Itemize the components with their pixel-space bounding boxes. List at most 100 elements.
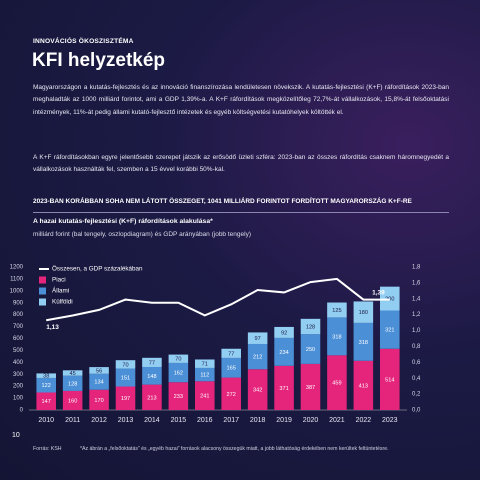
y2-tick-label: 0,0 xyxy=(412,408,421,414)
bar-segment xyxy=(89,389,109,410)
paragraph: A K+F ráfordításokban egyre jelentősebb … xyxy=(33,154,449,174)
x-tick-label: 2021 xyxy=(329,417,345,424)
y-tick-label: 500 xyxy=(13,348,24,354)
data-label: 128 xyxy=(306,324,315,330)
y2-tick-label: 1,8 xyxy=(412,265,421,271)
footnote: *Az ábrán a „felsőoktatás” és „egyéb haz… xyxy=(80,446,389,452)
legend-label: Külföldi xyxy=(52,299,73,306)
bar-segment xyxy=(115,386,136,410)
data-label: 38 xyxy=(43,374,49,380)
bar-segment xyxy=(195,381,215,410)
y-tick-label: 1000 xyxy=(10,288,24,294)
y2-tick-label: 0,2 xyxy=(412,392,421,398)
bar-segment xyxy=(36,373,56,378)
data-label: 371 xyxy=(279,386,288,392)
bar-segment xyxy=(247,369,268,410)
legend-swatch xyxy=(39,287,46,295)
data-label: 318 xyxy=(332,334,341,340)
data-label: 162 xyxy=(174,371,183,377)
section-label: INNOVÁCIÓS ÖKOSZISZTÉMA xyxy=(33,38,134,45)
legend-label: Piaci xyxy=(52,277,66,284)
y-tick-label: 200 xyxy=(13,384,24,390)
data-label: 514 xyxy=(385,377,394,383)
y2-tick-label: 1,6 xyxy=(412,280,421,286)
bar-segment xyxy=(115,368,136,387)
y-tick-label: 900 xyxy=(13,300,24,306)
line-label: 1,13 xyxy=(46,324,59,331)
y2-tick-label: 1,0 xyxy=(412,328,421,334)
legend-swatch xyxy=(39,298,46,306)
x-tick-label: 2019 xyxy=(276,417,292,424)
data-label: 165 xyxy=(227,366,236,372)
x-tick-label: 2016 xyxy=(197,417,213,424)
data-label: 234 xyxy=(279,350,288,356)
bar-segment xyxy=(221,348,241,358)
bar-segment xyxy=(274,365,294,410)
y2-tick-label: 0,4 xyxy=(412,376,421,382)
data-label: 134 xyxy=(94,380,103,386)
page-title: KFI helyzetkép xyxy=(32,50,166,71)
y2-tick-label: 0,8 xyxy=(412,344,421,350)
chart-subtitle: milliárd forint (bal tengely, oszlopdiag… xyxy=(33,231,251,238)
data-label: 342 xyxy=(253,388,262,394)
x-tick-label: 2014 xyxy=(144,417,160,424)
x-tick-label: 2023 xyxy=(382,417,398,424)
section-heading: 2023-BAN KORÁBBAN SOHA NEM LÁTOTT ÖSSZEG… xyxy=(33,198,412,205)
bar-segment xyxy=(168,382,189,410)
bar-segment xyxy=(89,373,109,390)
x-tick-label: 2010 xyxy=(38,417,54,424)
x-tick-label: 2018 xyxy=(250,417,266,424)
line xyxy=(46,277,390,322)
legend-label: Összesen, a GDP százalékában xyxy=(52,265,143,273)
paragraph: Magyarországon a kutatás-fejlesztés és a… xyxy=(33,84,449,116)
y-tick-label: 700 xyxy=(13,324,24,330)
data-label: 170 xyxy=(94,398,103,404)
x-tick-label: 2012 xyxy=(91,417,107,424)
data-label: 70 xyxy=(175,357,181,363)
bar-segment xyxy=(36,377,56,393)
x-tick-label: 2013 xyxy=(118,417,134,424)
bar-segment xyxy=(142,357,162,367)
data-label: 151 xyxy=(121,376,130,382)
divider xyxy=(33,212,449,213)
data-label: 213 xyxy=(147,395,156,401)
data-label: 387 xyxy=(306,385,315,391)
legend-label: Állami xyxy=(52,286,69,295)
y-tick-label: 1100 xyxy=(10,276,24,282)
data-label: 318 xyxy=(359,340,368,346)
data-label: 272 xyxy=(227,392,236,398)
y-tick-label: 600 xyxy=(13,336,24,342)
bar-segment xyxy=(274,326,294,338)
bar-segment xyxy=(247,343,268,370)
page-number: 10 xyxy=(12,432,20,439)
source: Forrás: KSH xyxy=(33,446,62,452)
data-label: 413 xyxy=(359,383,368,389)
x-tick-label: 2017 xyxy=(223,417,239,424)
data-label: 71 xyxy=(202,362,208,368)
data-label: 97 xyxy=(255,336,261,342)
data-label: 180 xyxy=(359,310,368,316)
x-tick-label: 2015 xyxy=(171,417,187,424)
bar-segment xyxy=(353,301,374,323)
data-label: 321 xyxy=(385,328,394,334)
bar-segment xyxy=(62,370,83,376)
legend-swatch xyxy=(39,276,46,284)
data-label: 233 xyxy=(174,394,183,400)
bar-segment xyxy=(195,367,215,382)
bar-segment xyxy=(142,366,162,385)
y-tick-label: 100 xyxy=(13,396,24,402)
data-label: 160 xyxy=(68,398,77,404)
chart-title: A hazai kutatás-fejlesztési (K+F) ráford… xyxy=(33,218,213,225)
y-tick-label: 800 xyxy=(13,312,24,318)
bar-segment xyxy=(353,322,374,361)
data-label: 197 xyxy=(121,396,130,402)
bar-segment xyxy=(62,390,83,410)
bar-segment xyxy=(89,367,109,374)
y2-tick-label: 1,2 xyxy=(412,312,421,318)
data-label: 45 xyxy=(70,371,76,377)
data-label: 77 xyxy=(228,351,234,357)
bar-segment xyxy=(300,318,321,335)
bar-segment xyxy=(168,362,189,383)
y-tick-label: 1200 xyxy=(10,265,24,271)
